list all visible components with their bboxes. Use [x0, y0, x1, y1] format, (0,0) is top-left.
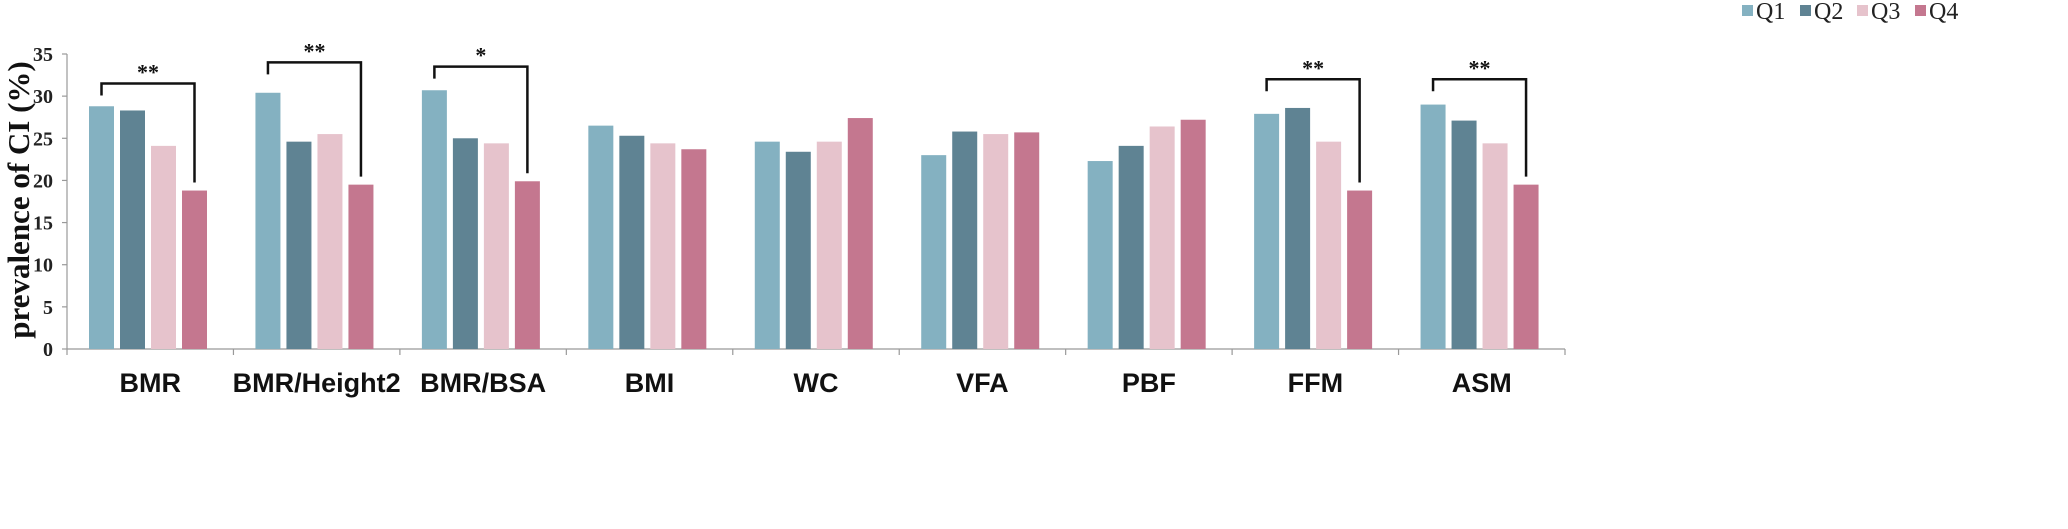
- legend-label: Q1: [1756, 0, 1785, 25]
- bar: [120, 110, 145, 349]
- significance-label: **: [137, 60, 159, 85]
- bar: [952, 131, 978, 349]
- significance-bracket: [100, 82, 196, 183]
- x-category-label: PBF: [1122, 368, 1176, 398]
- bar: [1254, 113, 1280, 349]
- x-category-label: BMR: [119, 368, 181, 398]
- significance-label: **: [303, 38, 325, 63]
- bar: [89, 106, 114, 349]
- bar: [588, 125, 614, 350]
- bars: [89, 90, 1539, 350]
- x-axis: BMR BMR/Height2 BMR/BSA BMI WC VFA PBF FFM ASM: [66, 348, 1566, 398]
- legend-swatch: [1915, 5, 1926, 16]
- bar: [1420, 104, 1446, 349]
- bar: [514, 181, 540, 349]
- significance-label: **: [1302, 55, 1324, 80]
- bar: [1316, 141, 1342, 349]
- bar: [1014, 132, 1040, 349]
- legend: Q1 Q2 Q3 Q4: [1742, 0, 1958, 25]
- significance-bracket: [266, 61, 363, 177]
- bar: [255, 92, 281, 350]
- x-category-label: VFA: [956, 368, 1009, 398]
- bar: [619, 135, 645, 349]
- bar: [1482, 143, 1508, 349]
- significance-brackets: **** *** **: [100, 38, 1528, 183]
- legend-label: Q4: [1929, 0, 1958, 25]
- legend-label: Q3: [1871, 0, 1900, 25]
- significance-label: **: [1469, 55, 1491, 80]
- x-category-label: BMR/Height2: [233, 368, 401, 398]
- x-category-label: FFM: [1288, 368, 1343, 398]
- bar: [483, 143, 509, 349]
- bar: [1087, 161, 1113, 349]
- bar: [1180, 119, 1206, 349]
- bar: [754, 141, 780, 349]
- bar: [1347, 190, 1373, 349]
- y-tick-label: 15: [33, 213, 53, 235]
- x-category-label: WC: [794, 368, 839, 398]
- bar: [317, 134, 343, 349]
- legend-label: Q2: [1814, 0, 1843, 25]
- bar: [816, 141, 842, 349]
- y-tick-label: 30: [33, 86, 53, 108]
- bar: [983, 134, 1009, 349]
- y-axis-label: prevalence of CI (%): [1, 61, 36, 339]
- y-tick-label: 10: [33, 255, 53, 277]
- y-tick-label: 25: [33, 128, 53, 150]
- legend-swatch: [1742, 5, 1753, 16]
- bar: [785, 151, 811, 349]
- significance-bracket: [433, 65, 529, 174]
- x-category-label: BMR/BSA: [420, 368, 546, 398]
- bar: [1513, 184, 1539, 349]
- x-category-label: BMI: [625, 368, 675, 398]
- y-tick-label: 0: [43, 339, 53, 361]
- bar: [421, 90, 447, 349]
- y-axis: 0 5 10 15 20 25 30 35: [33, 44, 68, 361]
- y-tick-label: 5: [43, 297, 53, 319]
- bar: [847, 118, 873, 349]
- bar: [921, 155, 947, 349]
- bar: [650, 143, 676, 349]
- bar: [1285, 107, 1311, 349]
- bar: [1118, 145, 1144, 349]
- bar: [452, 138, 478, 349]
- x-category-label: ASM: [1452, 368, 1512, 398]
- bar: [286, 141, 312, 349]
- y-tick-label: 35: [33, 44, 53, 66]
- significance-label: *: [475, 43, 486, 68]
- bar: [151, 145, 176, 349]
- legend-swatch: [1857, 5, 1868, 16]
- significance-bracket: [1431, 78, 1528, 177]
- significance-bracket: [1265, 78, 1361, 183]
- legend-swatch: [1800, 5, 1811, 16]
- bar: [1451, 120, 1477, 349]
- bar: [182, 190, 207, 349]
- bar: [1149, 126, 1175, 349]
- bar: [348, 184, 374, 349]
- bar: [681, 149, 707, 349]
- y-tick-label: 20: [33, 170, 53, 192]
